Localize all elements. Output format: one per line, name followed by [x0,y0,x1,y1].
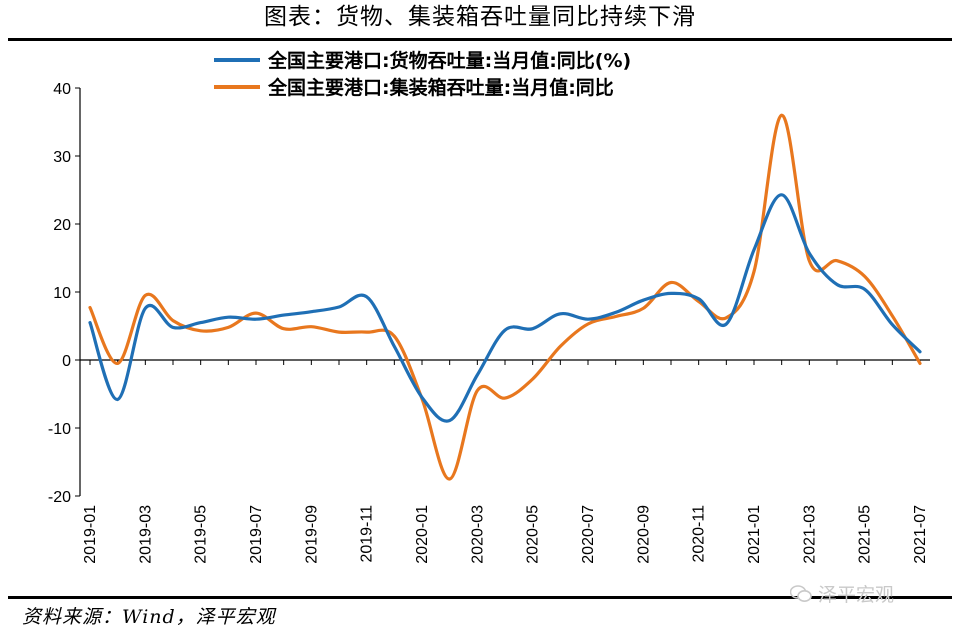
bottom-rule [8,596,952,599]
line-chart: -20 -10 0 10 20 30 40 2019-01 2019-03 2019-05 2019… [48,49,930,564]
watermark: 泽平宏观 [790,580,894,607]
legend: 全国主要港口:货物吞吐量:当月值:同比(%) 全国主要港口:集装箱吞吐量:当月值… [214,49,631,99]
x-tick-label: 2019-01 [82,505,99,564]
y-tick-label: 10 [53,285,71,302]
y-tick-label: -10 [48,421,71,438]
x-tick-label: 2019-09 [303,505,320,564]
watermark-text: 泽平宏观 [818,584,895,606]
y-tick-label: 40 [53,81,71,98]
x-tick-label: 2019-07 [248,505,265,564]
chart-title: 图表：货物、集装箱吞吐量同比持续下滑 [264,4,696,30]
wechat-icon [790,584,812,602]
series-layer [88,113,922,481]
x-tick-label: 2019-05 [193,505,210,564]
x-tick-label: 2020-01 [414,505,431,564]
x-tick-label: 2021-01 [746,505,763,564]
x-tick-label: 2021-05 [857,505,874,564]
y-tick-label: 30 [53,149,71,166]
source-note: 资料来源：Wind，泽平宏观 [22,606,276,628]
x-tick-label: 2020-09 [635,505,652,564]
x-tick-label: 2020-07 [580,505,597,564]
x-tick-label: 2021-07 [912,505,929,564]
series-line-container [88,113,922,481]
x-tick-label: 2019-11 [359,505,376,563]
y-tick-label: 20 [53,217,71,234]
y-tick-label: -20 [48,489,71,506]
x-tick-label: 2020-11 [691,505,708,563]
top-rule [8,38,952,41]
legend-label-container: 全国主要港口:集装箱吞吐量:当月值:同比 [267,76,614,99]
legend-label-cargo: 全国主要港口:货物吞吐量:当月值:同比(%) [267,49,631,72]
series-line-cargo [88,193,922,423]
y-tick-label: 0 [62,353,71,370]
x-tick-label: 2019-03 [137,505,154,564]
x-tick-label: 2020-03 [469,505,486,564]
axes: -20 -10 0 10 20 30 40 2019-01 2019-03 2019-05 2019… [48,81,930,564]
x-tick-label: 2020-05 [525,505,542,564]
x-tick-label: 2021-03 [801,505,818,564]
